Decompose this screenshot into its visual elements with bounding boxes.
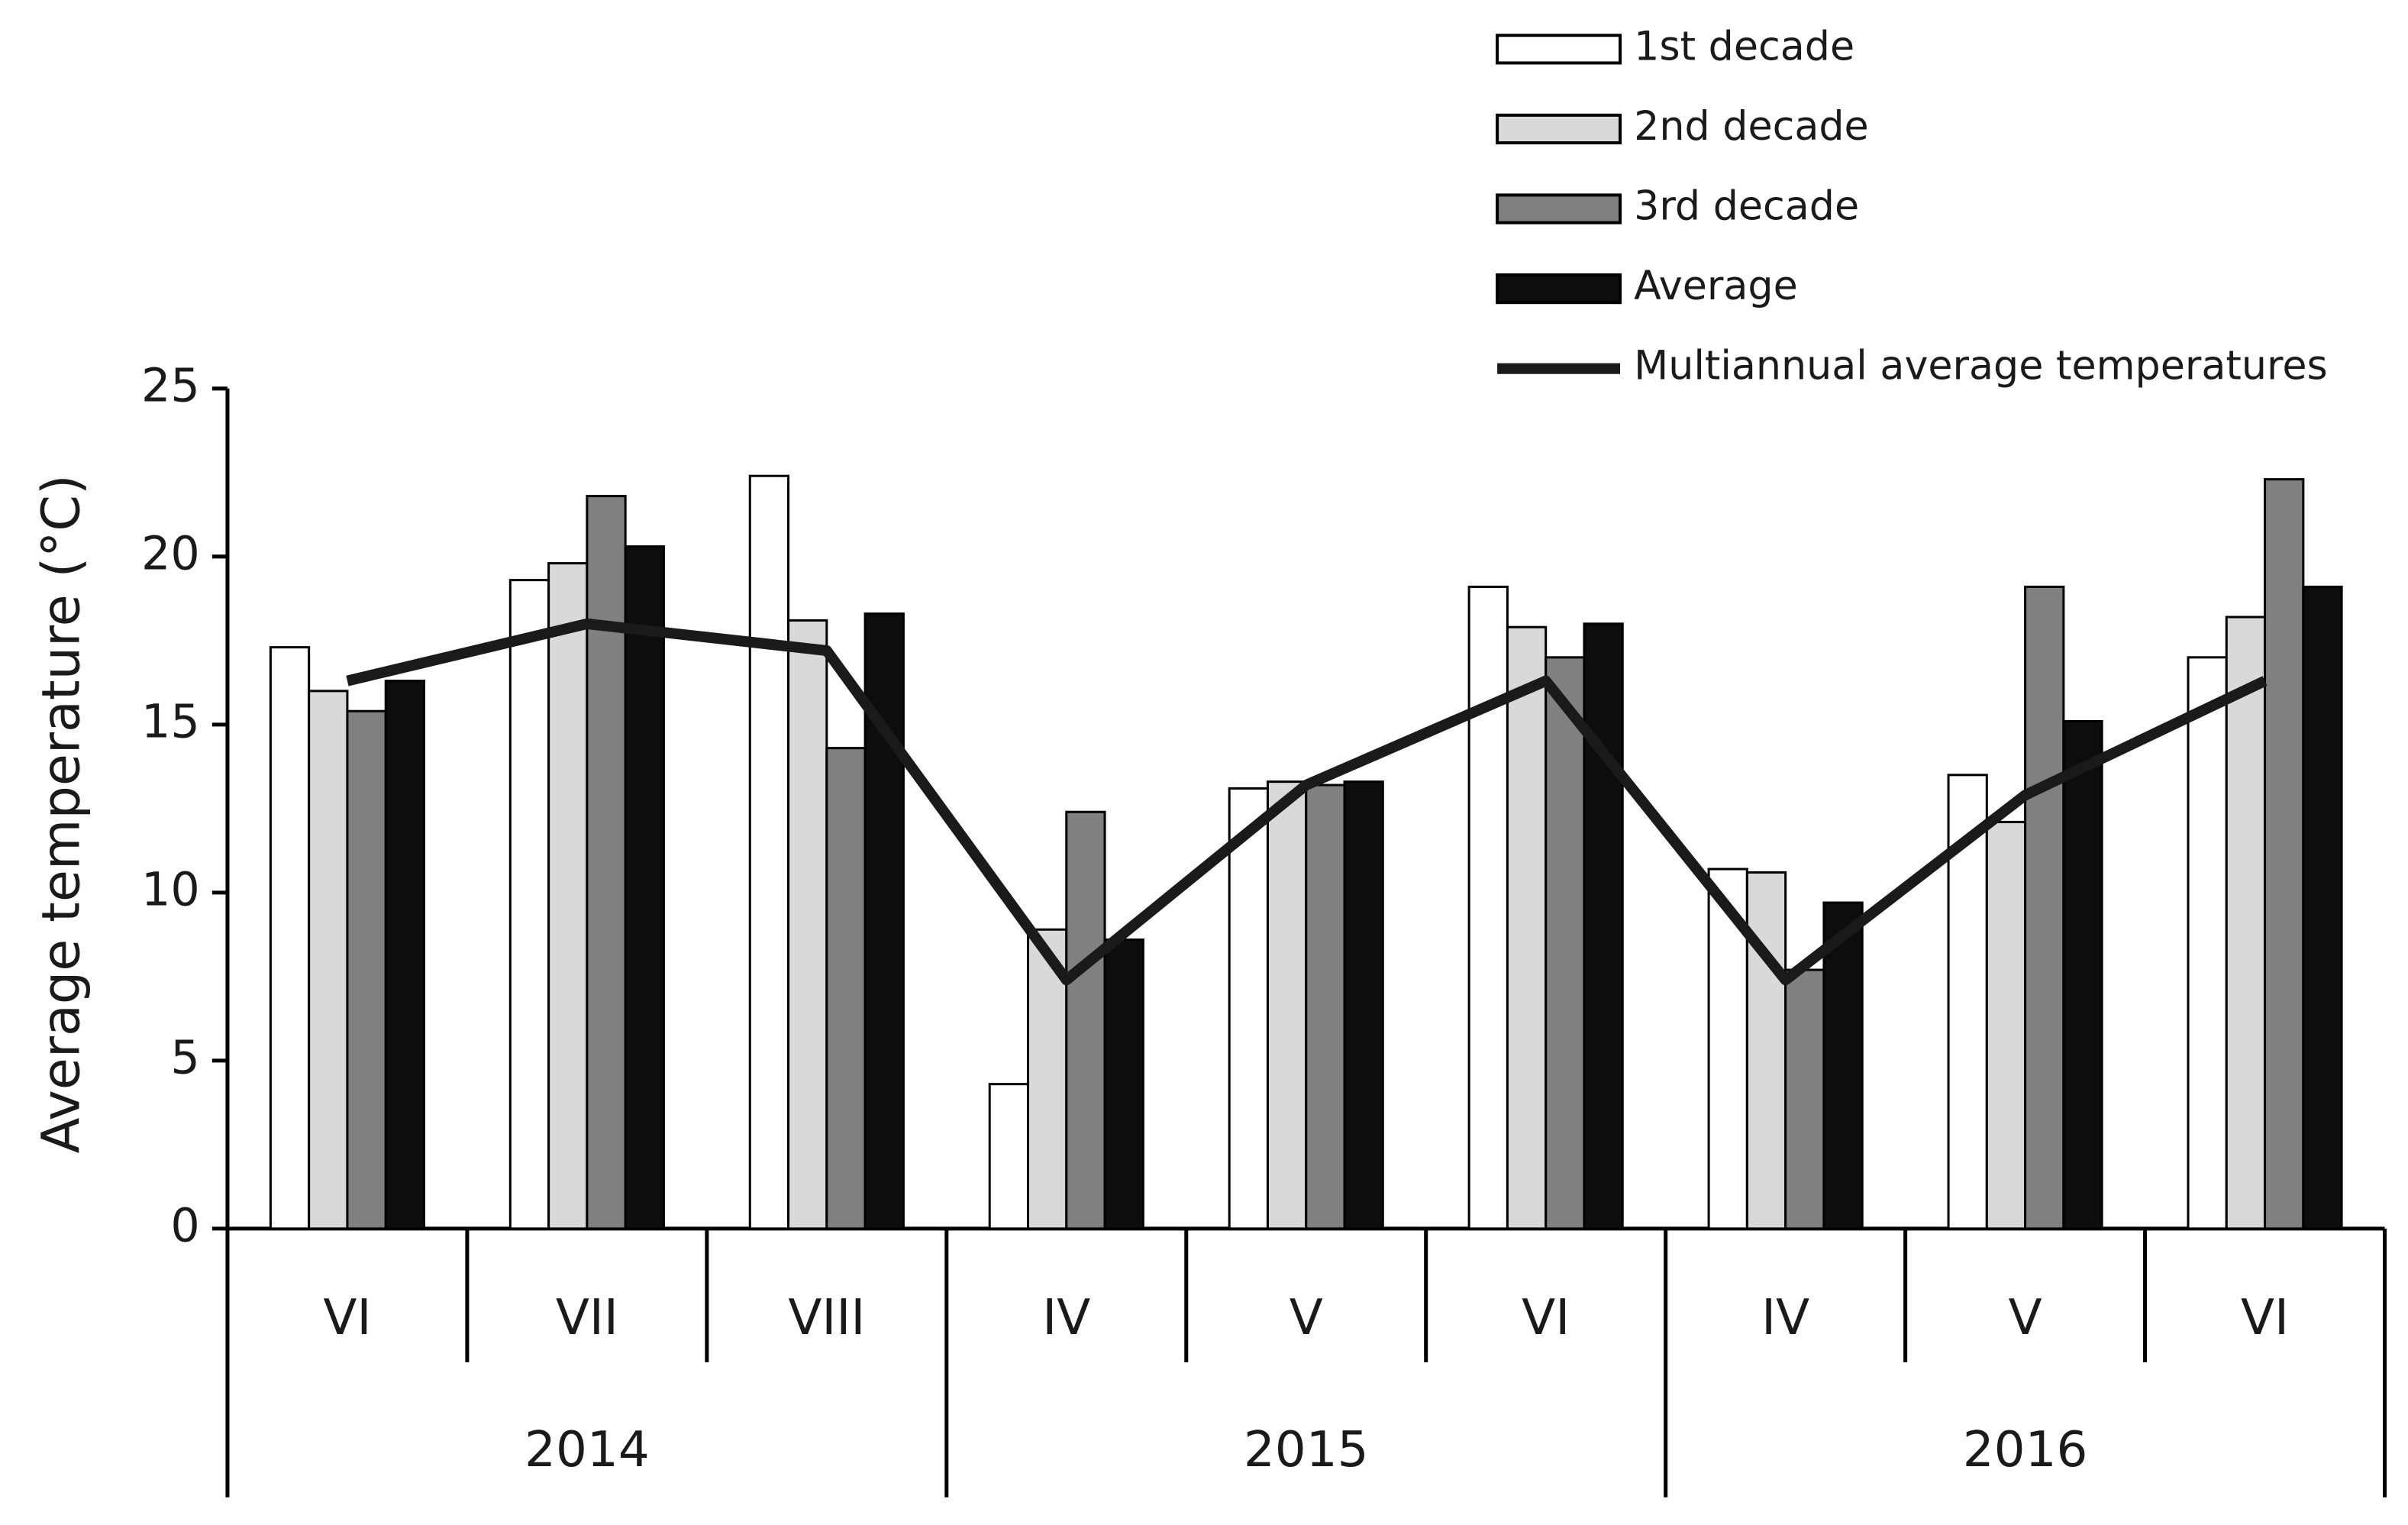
bar <box>547 562 589 1230</box>
x-tick-label: VII <box>556 1289 618 1346</box>
bar <box>308 690 349 1230</box>
bar <box>2187 656 2228 1230</box>
bar <box>1305 784 1346 1230</box>
bar <box>1985 820 2027 1230</box>
bar <box>586 495 627 1230</box>
x-tick-label: VIII <box>788 1289 865 1346</box>
bar <box>1545 656 1586 1230</box>
bar <box>1784 968 1825 1230</box>
bar <box>508 579 550 1230</box>
y-tick-label: 15 <box>141 695 200 748</box>
legend-swatch <box>1496 34 1622 65</box>
group-label: 2016 <box>1963 1421 2088 1478</box>
bar <box>346 709 387 1230</box>
x-tick-label: IV <box>1761 1289 1809 1346</box>
bar <box>269 646 311 1230</box>
bar <box>1822 901 1864 1230</box>
line <box>346 618 2268 986</box>
y-tick-label: 20 <box>141 527 200 580</box>
y-tick-label: 0 <box>170 1199 199 1252</box>
bar <box>2024 585 2065 1230</box>
bar <box>1266 780 1308 1230</box>
legend-swatch <box>1496 113 1622 145</box>
bar <box>1103 938 1144 1230</box>
bar <box>384 680 425 1230</box>
x-tick-label: VI <box>1522 1289 1570 1346</box>
legend-label: 2nd decade <box>1634 103 1869 150</box>
bar <box>624 545 665 1230</box>
x-tick-label: V <box>1290 1289 1323 1346</box>
bar <box>748 474 790 1230</box>
bar <box>2062 719 2103 1230</box>
legend-label: 1st decade <box>1634 23 1854 69</box>
y-tick-label: 25 <box>141 359 200 412</box>
group-label: 2014 <box>525 1421 650 1478</box>
bar <box>1343 780 1384 1230</box>
y-tick-label: 10 <box>141 863 200 916</box>
group-label: 2015 <box>1244 1421 1369 1478</box>
bar <box>1583 622 1624 1230</box>
bar <box>787 619 828 1230</box>
legend-swatch <box>1496 273 1622 305</box>
legend-swatch <box>1496 193 1622 225</box>
bar <box>825 747 867 1230</box>
y-tick-label: 5 <box>170 1031 199 1084</box>
bar <box>1506 625 1548 1230</box>
bar <box>988 1083 1030 1230</box>
legend-label: 3rd decade <box>1634 183 1859 230</box>
bar <box>1947 774 1988 1230</box>
legend-label: Multiannual average temperatures <box>1634 343 2328 389</box>
bar <box>2264 478 2305 1230</box>
bar <box>1228 787 1269 1230</box>
bar <box>2225 615 2267 1230</box>
bar <box>1745 871 1787 1230</box>
bar <box>2302 585 2343 1230</box>
x-tick-label: VI <box>323 1289 371 1346</box>
legend-label: Average <box>1634 263 1798 309</box>
x-tick-label: V <box>2009 1289 2042 1346</box>
y-axis-label: Average temperature (°C) <box>31 474 92 1153</box>
bar <box>1065 810 1106 1230</box>
x-tick-label: VI <box>2241 1289 2289 1346</box>
bar <box>1467 585 1509 1230</box>
x-tick-label: IV <box>1042 1289 1090 1346</box>
